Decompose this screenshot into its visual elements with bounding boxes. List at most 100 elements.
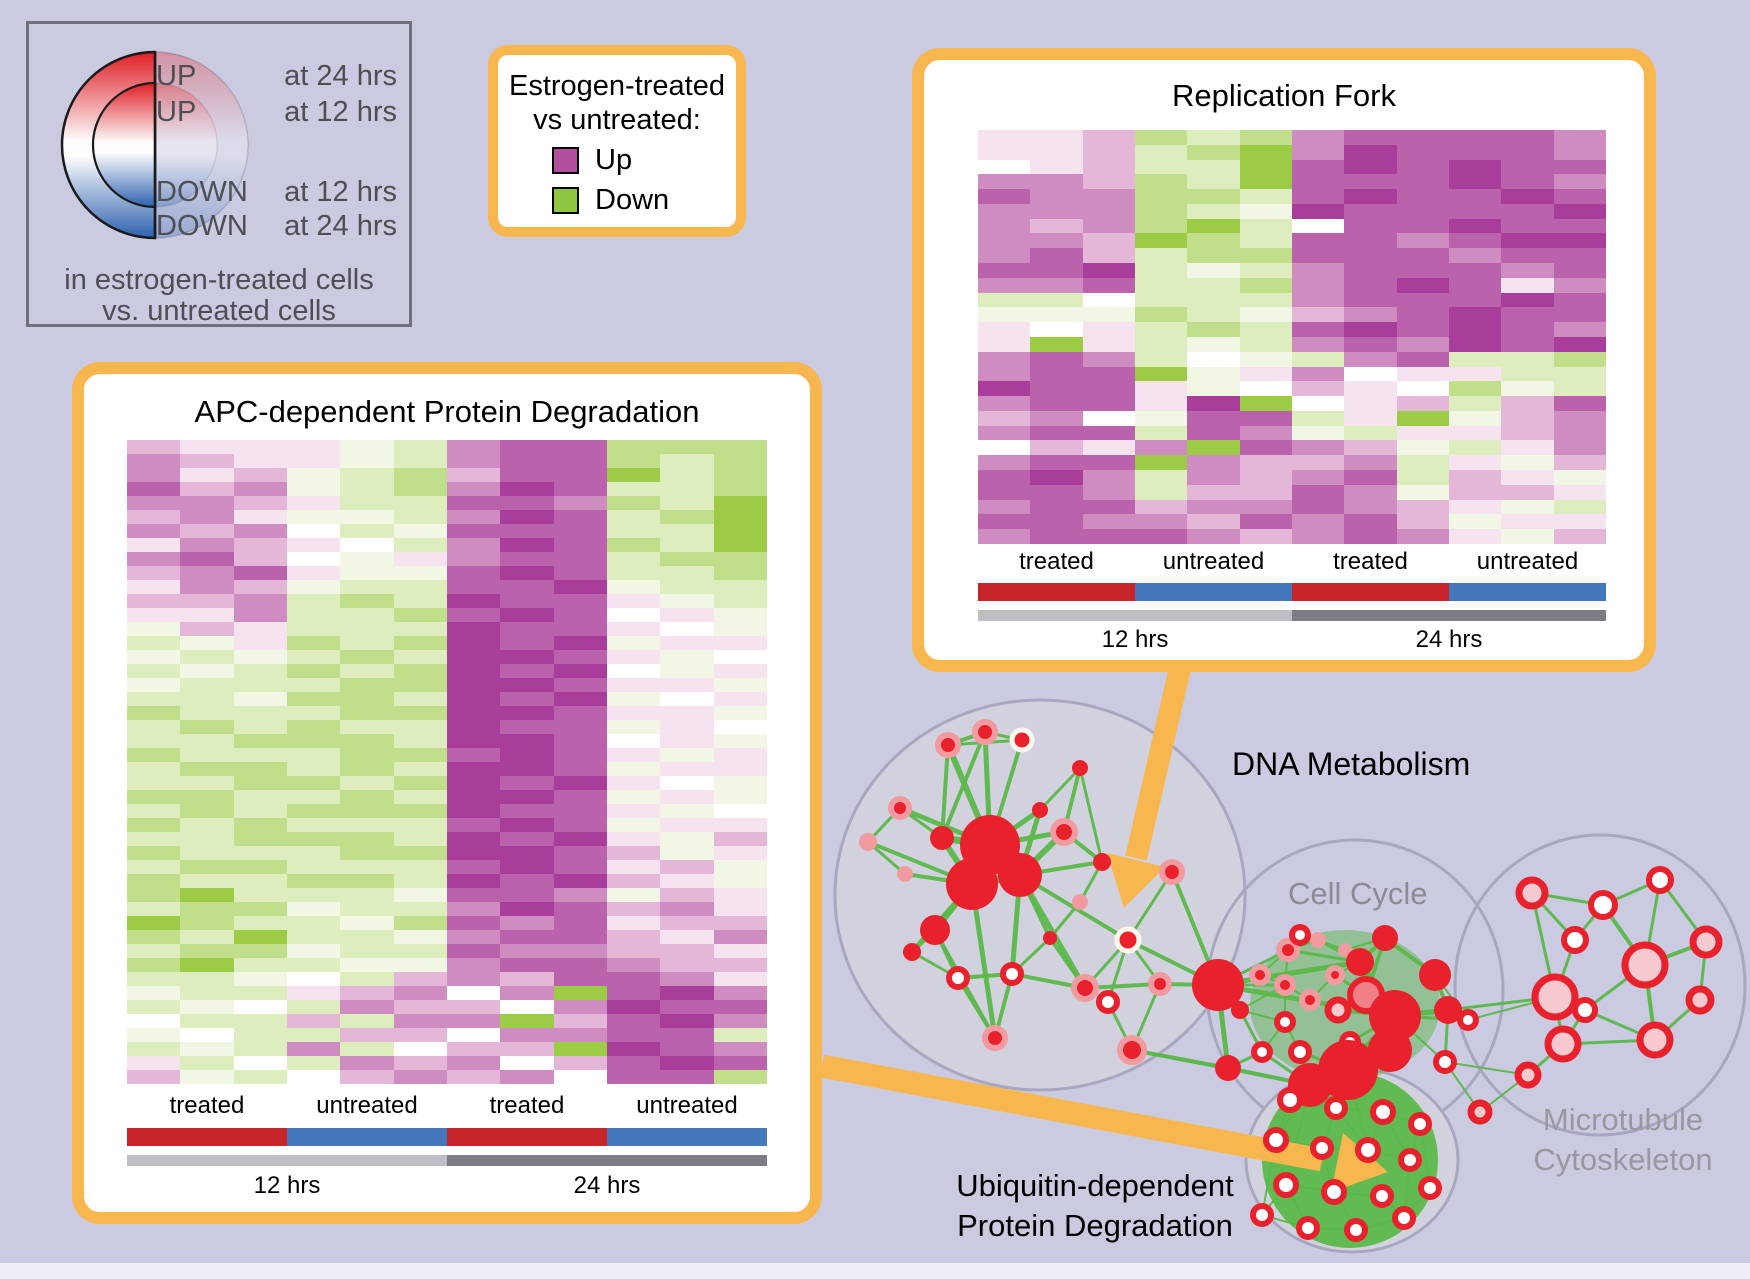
heatmap-cell: [1030, 189, 1083, 204]
heatmap-cell: [1344, 144, 1397, 160]
heatmap-cell: [393, 762, 447, 776]
heatmap-cell: [393, 958, 447, 972]
heatmap-cell: [446, 678, 501, 692]
heatmap-cell: [500, 832, 554, 846]
heatmap-cell: [1082, 381, 1135, 397]
heatmap-cell: [1448, 425, 1502, 441]
heatmap-cell: [286, 944, 341, 958]
heatmap-cell: [340, 790, 394, 804]
heatmap-cell: [1448, 130, 1502, 145]
heatmap-cell: [446, 734, 501, 748]
heatmap-cell: [1030, 292, 1083, 308]
heatmap-cell: [1187, 203, 1240, 219]
gene-node-rw: [1250, 1203, 1274, 1227]
heatmap-cell: [1501, 499, 1554, 515]
gene-node-pr: [1117, 1035, 1147, 1065]
gene-node-rw: [1408, 1112, 1432, 1136]
heatmap-cell: [553, 1028, 607, 1042]
color-key-caption-line1: in estrogen-treated cells: [64, 264, 374, 296]
heatmap-cell: [553, 818, 607, 832]
heatmap-cell: [180, 846, 234, 860]
heatmap-cell: [393, 636, 447, 650]
heatmap-cell: [233, 580, 287, 594]
heatmap-cell: [553, 566, 607, 580]
heatmap-cell: [1082, 233, 1135, 249]
time-label: at 24 hrs: [284, 210, 397, 242]
heatmap-cell: [1448, 499, 1502, 515]
heatmap-cell: [180, 748, 234, 762]
heatmap-cell: [1030, 366, 1083, 382]
heatmap-cell: [127, 538, 181, 552]
heatmap-cell: [1239, 248, 1292, 264]
heatmap-cell: [1344, 484, 1397, 500]
heatmap-cell: [286, 734, 341, 748]
heatmap-cell: [233, 1042, 287, 1056]
heatmap-cell: [553, 748, 607, 762]
condition-label: untreated: [316, 1092, 418, 1119]
heatmap-cell: [713, 818, 767, 832]
heatmap-cell: [340, 804, 394, 818]
gene-node-pr: [1159, 859, 1185, 885]
heatmap-cell: [1239, 470, 1292, 485]
heatmap-cell: [1187, 499, 1240, 515]
heatmap-cell: [713, 706, 767, 720]
heatmap-cell: [393, 790, 447, 804]
gene-node-rw: [1289, 924, 1311, 946]
gene-node-rw: [1251, 1041, 1273, 1063]
heatmap-cell: [1082, 248, 1135, 264]
heatmap-cell: [660, 874, 714, 888]
heatmap-cell: [286, 678, 341, 692]
heatmap-cell: [553, 594, 607, 608]
gene-node-rw: [1646, 866, 1674, 894]
heatmap-cell: [500, 818, 554, 832]
heatmap-cell: [446, 776, 501, 790]
heatmap-cell: [1030, 233, 1083, 249]
heatmap-cell: [1448, 351, 1502, 367]
heatmap-cell: [180, 454, 234, 468]
heatmap-cell: [1396, 189, 1449, 204]
heatmap-cell: [660, 762, 714, 776]
heatmap-cell: [978, 425, 1031, 441]
heatmap-cell: [127, 720, 181, 734]
heatmap-cell: [1396, 218, 1449, 234]
heatmap-cell: [500, 454, 554, 468]
heatmap-cell: [1239, 159, 1292, 175]
heatmap-cell: [606, 986, 661, 1000]
heatmap-cell: [1448, 144, 1502, 160]
heatmap-cell: [286, 594, 341, 608]
apc-degradation-panel: APC-dependent Protein Degradation treate…: [72, 362, 822, 1224]
gene-node-s: [1215, 1055, 1241, 1081]
heatmap-cell: [127, 860, 181, 874]
heatmap-cell: [1553, 529, 1606, 544]
heatmap-cell: [233, 496, 287, 510]
heatmap-cell: [606, 594, 661, 608]
heatmap-cell: [1291, 514, 1345, 530]
heatmap-cell: [1239, 307, 1292, 323]
heatmap-cell: [180, 706, 234, 720]
heatmap-cell: [500, 972, 554, 986]
heatmap-cell: [1448, 440, 1502, 456]
heatmap-cell: [713, 678, 767, 692]
condition-bar: [607, 1128, 767, 1146]
heatmap-cell: [180, 734, 234, 748]
heatmap-cell: [446, 594, 501, 608]
heatmap-cell: [393, 706, 447, 720]
heatmap-cell: [180, 776, 234, 790]
heatmap-cell: [500, 566, 554, 580]
heatmap-cell: [713, 916, 767, 930]
heatmap-cell: [553, 1042, 607, 1056]
heatmap-cell: [233, 510, 287, 524]
heatmap-cell: [1239, 410, 1292, 426]
heatmap-cell: [713, 860, 767, 874]
heatmap-cell: [446, 1028, 501, 1042]
heatmap-cell: [286, 1028, 341, 1042]
heatmap-cell: [340, 748, 394, 762]
heatmap-cell: [180, 440, 234, 454]
condition-bar: [447, 1128, 607, 1146]
heatmap-cell: [1291, 351, 1345, 367]
heatmap-cell: [553, 958, 607, 972]
heatmap-cell: [660, 440, 714, 454]
heatmap-cell: [1082, 529, 1135, 544]
heatmap-cell: [553, 664, 607, 678]
gene-node-pr: [935, 732, 961, 758]
